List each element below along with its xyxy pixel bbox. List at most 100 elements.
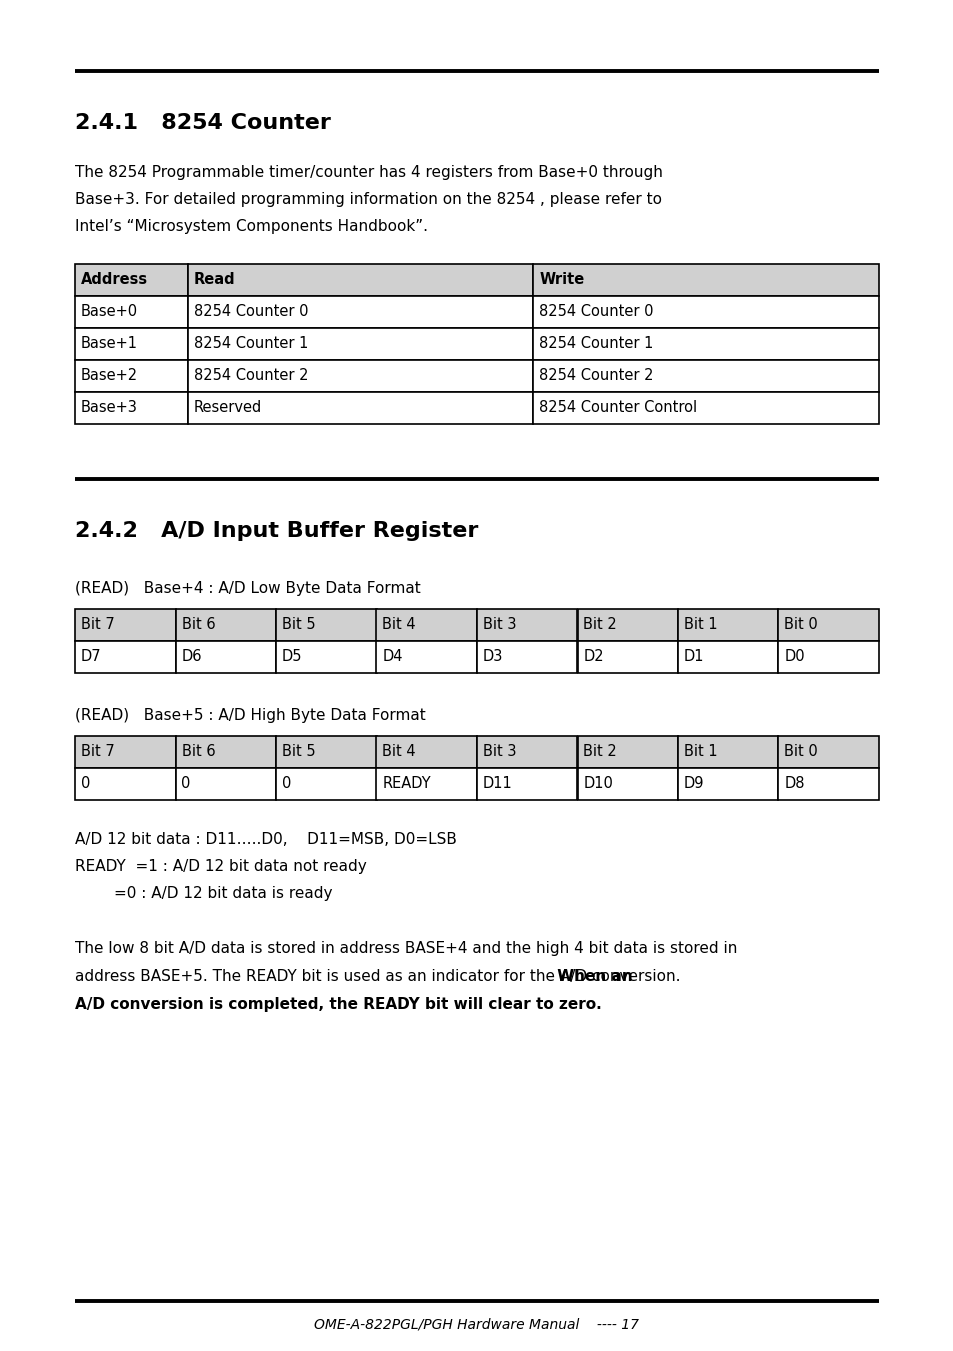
Text: D3: D3 [482,650,503,665]
Text: address BASE+5. The READY bit is used as an indicator for the A/D conversion.: address BASE+5. The READY bit is used as… [75,969,679,984]
Text: D11: D11 [482,777,512,792]
Bar [376,609,476,640]
Bar [577,640,678,673]
Text: =0 : A/D 12 bit data is ready: =0 : A/D 12 bit data is ready [75,886,333,901]
Text: 8254 Counter 0: 8254 Counter 0 [193,304,308,319]
Text: 0: 0 [282,777,291,792]
Text: Bit 0: Bit 0 [783,744,818,759]
Bar [75,640,175,673]
Text: Bit 7: Bit 7 [81,744,114,759]
Text: A/D conversion is completed, the READY bit will clear to zero.: A/D conversion is completed, the READY b… [75,997,601,1012]
Text: Bit 3: Bit 3 [482,744,516,759]
Bar [533,328,878,359]
Bar [75,767,175,800]
Text: D2: D2 [583,650,603,665]
Text: READY  =1 : A/D 12 bit data not ready: READY =1 : A/D 12 bit data not ready [75,859,366,874]
Bar [175,736,275,767]
Bar [376,640,476,673]
Bar [577,736,678,767]
Text: Bit 3: Bit 3 [482,617,516,632]
Bar [275,640,376,673]
Text: D4: D4 [382,650,402,665]
Text: Bit 5: Bit 5 [282,617,315,632]
Text: Bit 4: Bit 4 [382,617,416,632]
Bar [275,767,376,800]
Bar [175,609,275,640]
Text: When an: When an [552,969,633,984]
Text: Base+3. For detailed programming information on the 8254 , please refer to: Base+3. For detailed programming informa… [75,192,661,207]
Bar [533,263,878,296]
Bar [188,296,533,328]
Bar [476,736,577,767]
Bar [533,359,878,392]
Text: 8254 Counter 1: 8254 Counter 1 [538,336,653,351]
Text: Bit 1: Bit 1 [683,617,717,632]
Text: Bit 2: Bit 2 [583,617,617,632]
Bar [75,263,188,296]
Bar [533,392,878,424]
Bar [577,609,678,640]
Bar [376,736,476,767]
Text: Base+2: Base+2 [81,369,138,384]
Text: 8254 Counter 2: 8254 Counter 2 [193,369,308,384]
Text: (READ)   Base+4 : A/D Low Byte Data Format: (READ) Base+4 : A/D Low Byte Data Format [75,581,420,596]
Bar [577,767,678,800]
Text: Bit 2: Bit 2 [583,744,617,759]
Bar [75,609,175,640]
Text: Bit 5: Bit 5 [282,744,315,759]
Bar [75,359,188,392]
Bar [275,609,376,640]
Bar [778,736,878,767]
Text: D10: D10 [583,777,613,792]
Text: The 8254 Programmable timer/counter has 4 registers from Base+0 through: The 8254 Programmable timer/counter has … [75,165,662,180]
Bar [678,767,778,800]
Text: D5: D5 [282,650,302,665]
Bar [188,392,533,424]
Bar [778,767,878,800]
Text: Write: Write [538,273,584,288]
Text: D6: D6 [181,650,202,665]
Bar [476,767,577,800]
Text: Bit 4: Bit 4 [382,744,416,759]
Bar [188,328,533,359]
Text: Bit 6: Bit 6 [181,617,214,632]
Text: Bit 6: Bit 6 [181,744,214,759]
Text: D1: D1 [683,650,703,665]
Bar [778,609,878,640]
Text: OME-A-822PGL/PGH Hardware Manual    ---- 17: OME-A-822PGL/PGH Hardware Manual ---- 17 [314,1319,639,1332]
Bar [376,767,476,800]
Text: READY: READY [382,777,431,792]
Bar [533,296,878,328]
Text: 8254 Counter 1: 8254 Counter 1 [193,336,308,351]
Text: (READ)   Base+5 : A/D High Byte Data Format: (READ) Base+5 : A/D High Byte Data Forma… [75,708,425,723]
Text: Address: Address [81,273,148,288]
Text: D0: D0 [783,650,804,665]
Text: 2.4.2   A/D Input Buffer Register: 2.4.2 A/D Input Buffer Register [75,521,477,540]
Text: 8254 Counter 0: 8254 Counter 0 [538,304,653,319]
Bar [678,640,778,673]
Text: Bit 7: Bit 7 [81,617,114,632]
Text: Base+3: Base+3 [81,400,138,416]
Text: 8254 Counter 2: 8254 Counter 2 [538,369,653,384]
Text: 0: 0 [81,777,91,792]
Text: D9: D9 [683,777,703,792]
Bar [75,328,188,359]
Bar [175,767,275,800]
Bar [75,736,175,767]
Text: Read: Read [193,273,235,288]
Bar [476,609,577,640]
Text: Base+1: Base+1 [81,336,138,351]
Bar [778,640,878,673]
Bar [275,736,376,767]
Bar [75,392,188,424]
Text: Bit 0: Bit 0 [783,617,818,632]
Bar [678,609,778,640]
Text: Reserved: Reserved [193,400,261,416]
Text: D7: D7 [81,650,102,665]
Bar [678,736,778,767]
Bar [476,640,577,673]
Text: 8254 Counter Control: 8254 Counter Control [538,400,697,416]
Text: The low 8 bit A/D data is stored in address BASE+4 and the high 4 bit data is st: The low 8 bit A/D data is stored in addr… [75,942,737,957]
Bar [175,640,275,673]
Text: D8: D8 [783,777,804,792]
